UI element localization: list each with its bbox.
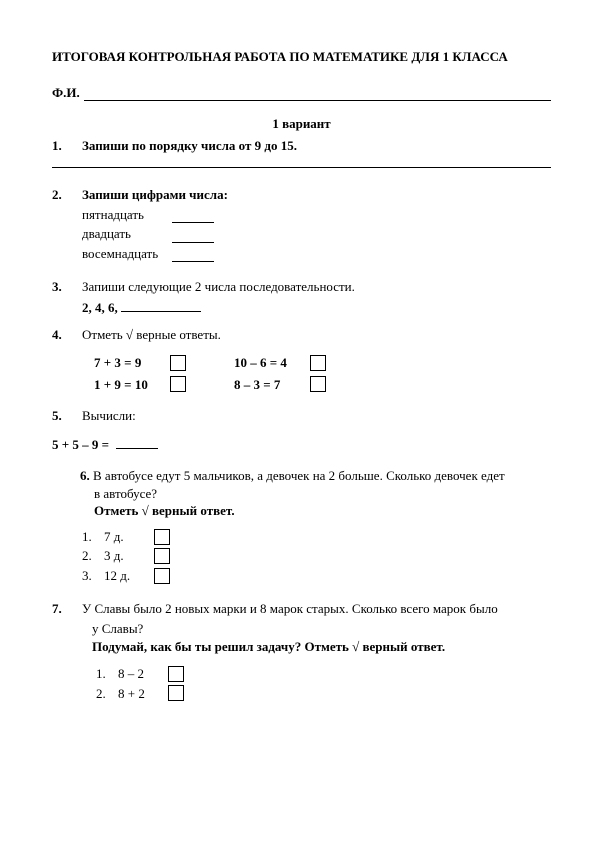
task-4-text: Отметь √ верные ответы. xyxy=(82,326,551,344)
task-6-answer-2-label: 3 д. xyxy=(104,547,144,565)
task-7-line-1: У Славы было 2 новых марки и 8 марок ста… xyxy=(82,601,498,616)
task-4-eq-1-text: 7 + 3 = 9 xyxy=(94,354,160,372)
task-2-word-2: двадцать xyxy=(82,225,551,243)
task-6-answer-2: 2. 3 д. xyxy=(82,547,551,565)
task-6-answer-1: 1. 7 д. xyxy=(82,528,551,546)
task-4-eq-4: 8 – 3 = 7 xyxy=(234,376,326,394)
task-5-expr-text: 5 + 5 – 9 = xyxy=(52,437,112,452)
task-2-number: 2. xyxy=(52,186,82,204)
task-6: 6. В автобусе едут 5 мальчиков, а девоче… xyxy=(80,467,551,520)
task-6-answer-3-num: 3. xyxy=(82,567,104,585)
task-4-col-2: 10 – 6 = 4 8 – 3 = 7 xyxy=(234,354,326,393)
task-2-words: пятнадцать двадцать восемнадцать xyxy=(82,206,551,263)
task-6-answers: 1. 7 д. 2. 3 д. 3. 12 д. xyxy=(82,528,551,585)
task-3-number: 3. xyxy=(52,278,82,296)
task-6-line-1: В автобусе едут 5 мальчиков, а девочек н… xyxy=(93,468,505,483)
task-7-answer-1-label: 8 – 2 xyxy=(118,665,158,683)
task-2-word-1: пятнадцать xyxy=(82,206,551,224)
task-6-answer-1-label: 7 д. xyxy=(104,528,144,546)
task-6-answer-3-label: 12 д. xyxy=(104,567,144,585)
task-3: 3. Запиши следующие 2 числа последовател… xyxy=(52,278,551,296)
task-4-eq-3-text: 10 – 6 = 4 xyxy=(234,354,300,372)
task-4-eq-3: 10 – 6 = 4 xyxy=(234,354,326,372)
task-4-eq-4-text: 8 – 3 = 7 xyxy=(234,376,300,394)
task-4-eq-3-checkbox[interactable] xyxy=(310,355,326,371)
task-6-answer-2-num: 2. xyxy=(82,547,104,565)
task-7-number: 7. xyxy=(52,600,82,618)
task-5-text: Вычисли: xyxy=(82,407,551,425)
task-2-word-1-blank[interactable] xyxy=(172,209,214,223)
task-2-word-3-label: восемнадцать xyxy=(82,245,168,263)
task-1: 1. Запиши по порядку числа от 9 до 15. xyxy=(52,137,551,155)
task-7-line-2: у Славы? xyxy=(92,621,143,636)
task-4-col-1: 7 + 3 = 9 1 + 9 = 10 xyxy=(94,354,186,393)
page-title: ИТОГОВАЯ КОНТРОЛЬНАЯ РАБОТА ПО МАТЕМАТИК… xyxy=(52,48,551,66)
task-2-word-1-label: пятнадцать xyxy=(82,206,168,224)
task-7: 7. У Славы было 2 новых марки и 8 марок … xyxy=(52,600,551,702)
task-4-eq-2-checkbox[interactable] xyxy=(170,376,186,392)
task-3-blank[interactable] xyxy=(121,298,201,312)
task-2-word-2-blank[interactable] xyxy=(172,229,214,243)
task-2-word-2-label: двадцать xyxy=(82,225,168,243)
task-6-answer-3-checkbox[interactable] xyxy=(154,568,170,584)
task-6-answer-1-num: 1. xyxy=(82,528,104,546)
task-7-answer-1: 1. 8 – 2 xyxy=(96,665,551,683)
task-6-answer-3: 3. 12 д. xyxy=(82,567,551,585)
task-4-eq-1-checkbox[interactable] xyxy=(170,355,186,371)
task-2-text: Запиши цифрами числа: xyxy=(82,186,551,204)
task-7-answer-2-label: 8 + 2 xyxy=(118,685,158,703)
task-7-instruction: Подумай, как бы ты решил задачу? Отметь … xyxy=(92,639,445,654)
task-3-text: Запиши следующие 2 числа последовательно… xyxy=(82,278,551,296)
task-7-answer-2-checkbox[interactable] xyxy=(168,685,184,701)
task-7-answer-1-checkbox[interactable] xyxy=(168,666,184,682)
task-4-eq-2: 1 + 9 = 10 xyxy=(94,376,186,394)
task-7-answer-2-num: 2. xyxy=(96,685,118,703)
task-7-answer-1-num: 1. xyxy=(96,665,118,683)
name-line: Ф.И. xyxy=(52,84,551,102)
task-6-answer-1-checkbox[interactable] xyxy=(154,529,170,545)
task-6-instruction: Отметь √ верный ответ. xyxy=(94,503,235,518)
task-3-sequence-text: 2, 4, 6, xyxy=(82,300,121,315)
task-7-answers: 1. 8 – 2 2. 8 + 2 xyxy=(96,665,551,702)
task-1-text: Запиши по порядку числа от 9 до 15. xyxy=(82,137,551,155)
task-2-word-3-blank[interactable] xyxy=(172,248,214,262)
task-2: 2. Запиши цифрами числа: xyxy=(52,186,551,204)
task-5: 5. Вычисли: xyxy=(52,407,551,425)
task-4-eq-2-text: 1 + 9 = 10 xyxy=(94,376,160,394)
task-4-grid: 7 + 3 = 9 1 + 9 = 10 10 – 6 = 4 8 – 3 = … xyxy=(94,354,551,393)
task-5-blank[interactable] xyxy=(116,435,158,449)
name-label: Ф.И. xyxy=(52,84,80,102)
task-1-answer-line[interactable] xyxy=(52,166,551,168)
task-3-sequence: 2, 4, 6, xyxy=(82,298,551,317)
task-5-expression: 5 + 5 – 9 = xyxy=(52,435,551,454)
task-2-word-3: восемнадцать xyxy=(82,245,551,263)
task-6-line-2: в автобусе? xyxy=(94,486,157,501)
task-4-eq-1: 7 + 3 = 9 xyxy=(94,354,186,372)
task-4-number: 4. xyxy=(52,326,82,344)
task-4: 4. Отметь √ верные ответы. xyxy=(52,326,551,344)
task-1-number: 1. xyxy=(52,137,82,155)
task-5-number: 5. xyxy=(52,407,82,425)
task-6-number: 6. xyxy=(80,468,90,483)
task-7-answer-2: 2. 8 + 2 xyxy=(96,685,551,703)
task-4-eq-4-checkbox[interactable] xyxy=(310,376,326,392)
task-6-answer-2-checkbox[interactable] xyxy=(154,548,170,564)
variant-heading: 1 вариант xyxy=(52,115,551,133)
name-underline[interactable] xyxy=(84,87,551,101)
